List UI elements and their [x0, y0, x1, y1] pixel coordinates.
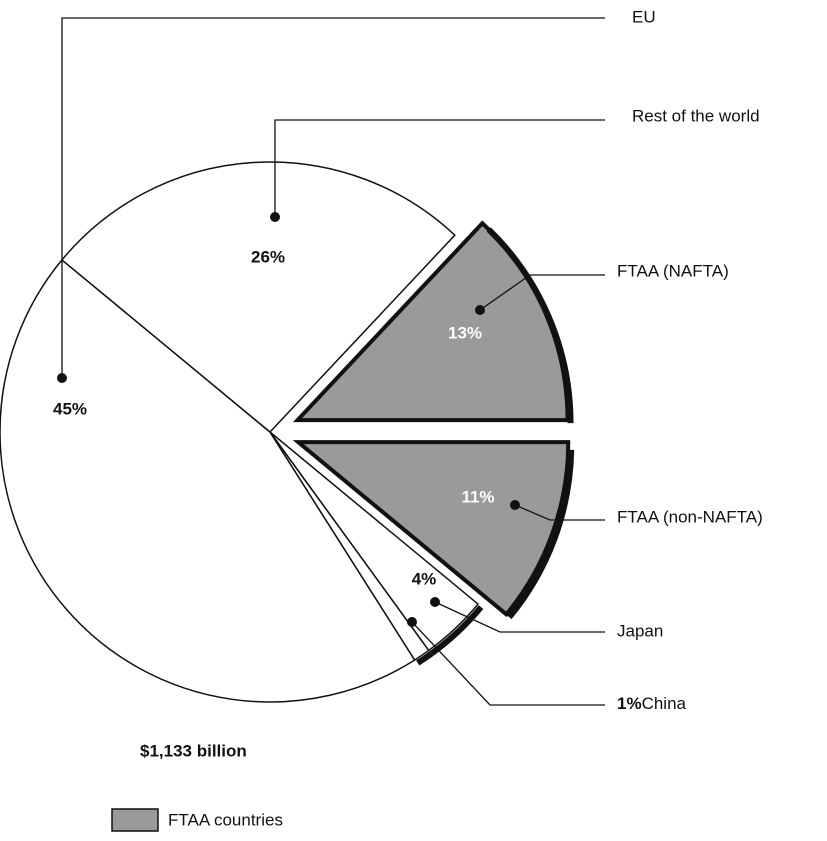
callout-dot: [407, 617, 417, 627]
slice-shadow: [429, 605, 484, 656]
callout-dot: [270, 212, 280, 222]
value-label: 26%: [251, 247, 285, 266]
value-label: 45%: [53, 399, 87, 418]
pie-slice: [60, 161, 456, 434]
total-label: $1,133 billion: [140, 741, 247, 760]
callout-line: [514, 504, 605, 521]
pie-slice: [0, 258, 416, 703]
slice-label-group: 1%China: [617, 694, 687, 713]
slice-label: Japan: [617, 621, 663, 640]
slice-shadow: [506, 449, 575, 620]
callout-dot: [57, 373, 67, 383]
callout-line: [61, 17, 605, 378]
value-label: 11%: [461, 487, 494, 506]
callout-line: [479, 274, 605, 311]
legend-swatch: [111, 808, 159, 832]
slice-shadow: [416, 651, 434, 666]
callout-line: [411, 621, 605, 706]
callout-dot: [430, 597, 440, 607]
callout-line: [434, 601, 605, 633]
value-label: 4%: [412, 569, 437, 588]
callout-dot: [510, 500, 520, 510]
value-label: 1%: [617, 694, 642, 713]
pie-slice: [292, 440, 571, 618]
callout-dot: [475, 305, 485, 315]
slice-label: China: [642, 694, 687, 713]
value-label: 13%: [448, 323, 482, 342]
slice-label: FTAA (NAFTA): [617, 261, 729, 280]
slice-label: FTAA (non-NAFTA): [617, 507, 763, 526]
pie-slice: [269, 431, 430, 662]
callout-line: [274, 119, 605, 217]
slice-label: EU: [632, 7, 656, 26]
slice-shadow: [486, 227, 574, 424]
legend-label: FTAA countries: [168, 810, 283, 829]
slice-label: Rest of the world: [632, 106, 760, 125]
